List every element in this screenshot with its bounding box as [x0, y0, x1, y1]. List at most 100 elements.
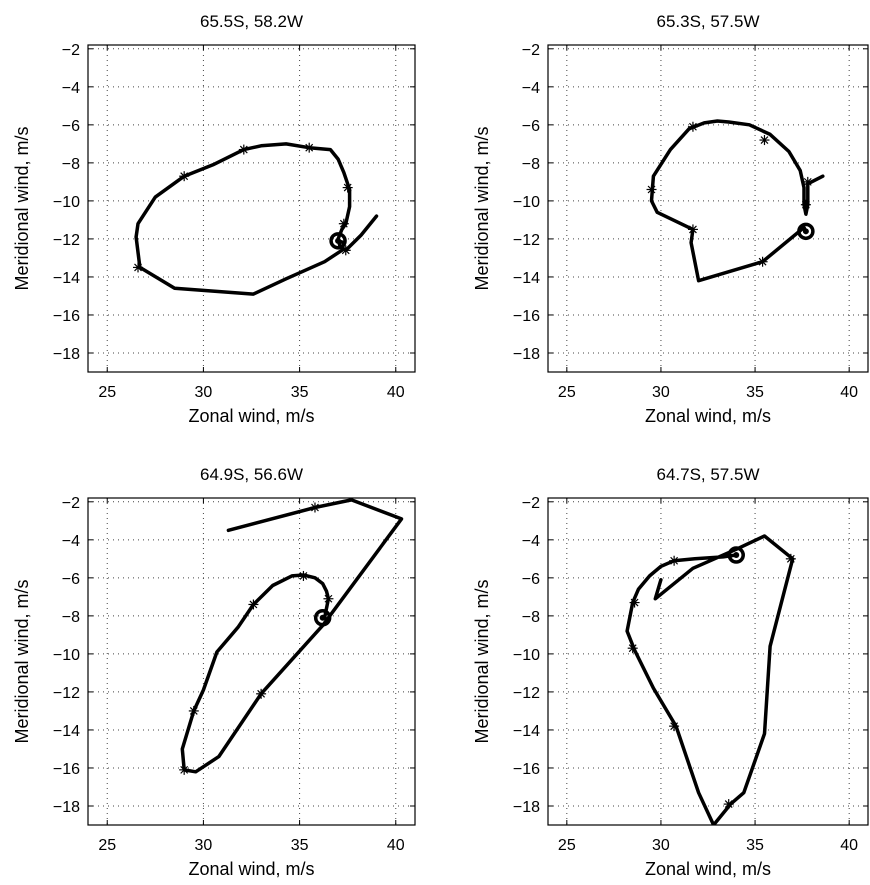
- y-tick-label: −12: [513, 685, 540, 702]
- x-tick-label: 35: [746, 384, 764, 401]
- y-tick-label: −18: [53, 799, 80, 816]
- y-tick-label: −14: [53, 723, 80, 740]
- asterisk-marker: [785, 553, 796, 564]
- asterisk-marker: [248, 599, 259, 610]
- hodograph-line: [625, 534, 795, 825]
- asterisk-marker: [238, 144, 249, 155]
- x-tick-label: 40: [387, 837, 405, 854]
- y-tick-label: −10: [513, 194, 540, 211]
- end-point-marker: [313, 609, 332, 627]
- asterisk-marker: [298, 570, 309, 581]
- y-tick-label: −8: [62, 156, 80, 173]
- y-tick-label: −6: [62, 118, 80, 135]
- asterisk-marker: [342, 182, 353, 193]
- y-tick-label: −14: [513, 723, 540, 740]
- plot-frame: [87, 497, 416, 826]
- y-tick-label: −16: [513, 761, 540, 778]
- data-layer: [133, 142, 379, 296]
- asterisk-marker: [188, 705, 199, 716]
- asterisk-marker: [723, 799, 734, 810]
- y-tick-label: −4: [522, 80, 540, 97]
- panel-1: 25 30 35 40 −2 −4 −6 −8 −10 −12 −14 −16 −18 65.5S, 58…: [12, 12, 416, 426]
- x-tick-label: 40: [840, 837, 858, 854]
- x-tick-label: 35: [746, 837, 764, 854]
- y-tick-label: −16: [53, 308, 80, 325]
- asterisk-marker: [338, 218, 349, 229]
- x-tick-label: 25: [98, 837, 116, 854]
- x-tick-label: 25: [558, 837, 576, 854]
- panel-4: 25 30 35 40 −2 −4 −6 −8 −10 −12 −14 −16 −18 64.7S, 57…: [472, 465, 869, 879]
- hodograph-line: [180, 498, 404, 774]
- y-tick-label: −4: [522, 533, 540, 550]
- y-tick-label: −10: [513, 647, 540, 664]
- panel-2: 25 30 35 40 −2 −4 −6 −8 −10 −12 −14 −16 −18 65.3S, 57…: [472, 12, 869, 426]
- x-tick-label: 30: [195, 837, 213, 854]
- hodograph-line: [134, 142, 379, 296]
- x-tick-label: 30: [652, 384, 670, 401]
- y-axis-label: Meridional wind, m/s: [472, 126, 492, 290]
- hodograph-line: [649, 119, 825, 283]
- asterisk-marker: [304, 142, 315, 153]
- y-tick-label: −6: [62, 571, 80, 588]
- asterisk-marker: [802, 176, 813, 187]
- asterisk-marker: [179, 764, 190, 775]
- y-tick-label: −18: [513, 346, 540, 363]
- end-point-marker: [797, 222, 815, 241]
- asterisk-marker: [669, 555, 680, 566]
- x-tick-label: 40: [840, 384, 858, 401]
- panel-title: 64.7S, 57.5W: [656, 465, 759, 484]
- x-tick-label: 30: [195, 384, 213, 401]
- asterisk-marker: [627, 643, 638, 654]
- data-layer: [646, 119, 825, 283]
- asterisk-marker: [646, 184, 657, 195]
- asterisk-marker: [629, 597, 640, 608]
- asterisk-marker: [687, 224, 698, 235]
- y-tick-label: −6: [522, 118, 540, 135]
- y-tick-label: −16: [513, 308, 540, 325]
- panel-3: 25 30 35 40 −2 −4 −6 −8 −10 −12 −14 −16 −18 64.9S, 56…: [12, 465, 416, 879]
- plot-frame: [547, 497, 869, 826]
- y-tick-label: −8: [62, 609, 80, 626]
- y-tick-label: −8: [522, 156, 540, 173]
- end-point-marker: [329, 232, 347, 250]
- y-tick-label: −18: [513, 799, 540, 816]
- plot-frame: [547, 44, 869, 373]
- asterisk-marker: [340, 245, 351, 256]
- y-tick-label: −14: [513, 270, 540, 287]
- asterisk-marker: [256, 688, 267, 699]
- y-axis-label: Meridional wind, m/s: [12, 579, 32, 743]
- y-tick-label: −12: [513, 232, 540, 249]
- y-tick-label: −6: [522, 571, 540, 588]
- y-tick-label: −2: [62, 495, 80, 512]
- y-tick-label: −4: [62, 533, 80, 550]
- x-tick-label: 40: [387, 384, 405, 401]
- x-tick-label: 25: [98, 384, 116, 401]
- x-axis-label: Zonal wind, m/s: [645, 406, 771, 426]
- x-tick-label: 35: [291, 837, 309, 854]
- asterisk-marker: [179, 171, 190, 182]
- y-tick-label: −16: [53, 761, 80, 778]
- data-layer: [625, 534, 796, 825]
- y-tick-label: −4: [62, 80, 80, 97]
- x-axis-label: Zonal wind, m/s: [188, 406, 314, 426]
- panel-title: 65.3S, 57.5W: [656, 12, 759, 31]
- asterisk-marker: [669, 721, 680, 732]
- y-tick-label: −2: [522, 42, 540, 59]
- asterisk-marker: [687, 121, 698, 132]
- asterisk-marker: [309, 502, 320, 513]
- asterisk-marker: [323, 593, 334, 604]
- y-tick-label: −8: [522, 609, 540, 626]
- end-point-marker: [727, 546, 745, 564]
- x-tick-label: 35: [291, 384, 309, 401]
- panel-title: 64.9S, 56.6W: [200, 465, 303, 484]
- y-tick-label: −10: [53, 194, 80, 211]
- y-axis-label: Meridional wind, m/s: [12, 126, 32, 290]
- y-tick-label: −10: [53, 647, 80, 664]
- asterisk-marker: [133, 262, 144, 273]
- x-tick-label: 30: [652, 837, 670, 854]
- asterisk-marker: [759, 135, 770, 146]
- y-tick-label: −2: [62, 42, 80, 59]
- y-tick-label: −12: [53, 685, 80, 702]
- data-layer: [179, 498, 404, 775]
